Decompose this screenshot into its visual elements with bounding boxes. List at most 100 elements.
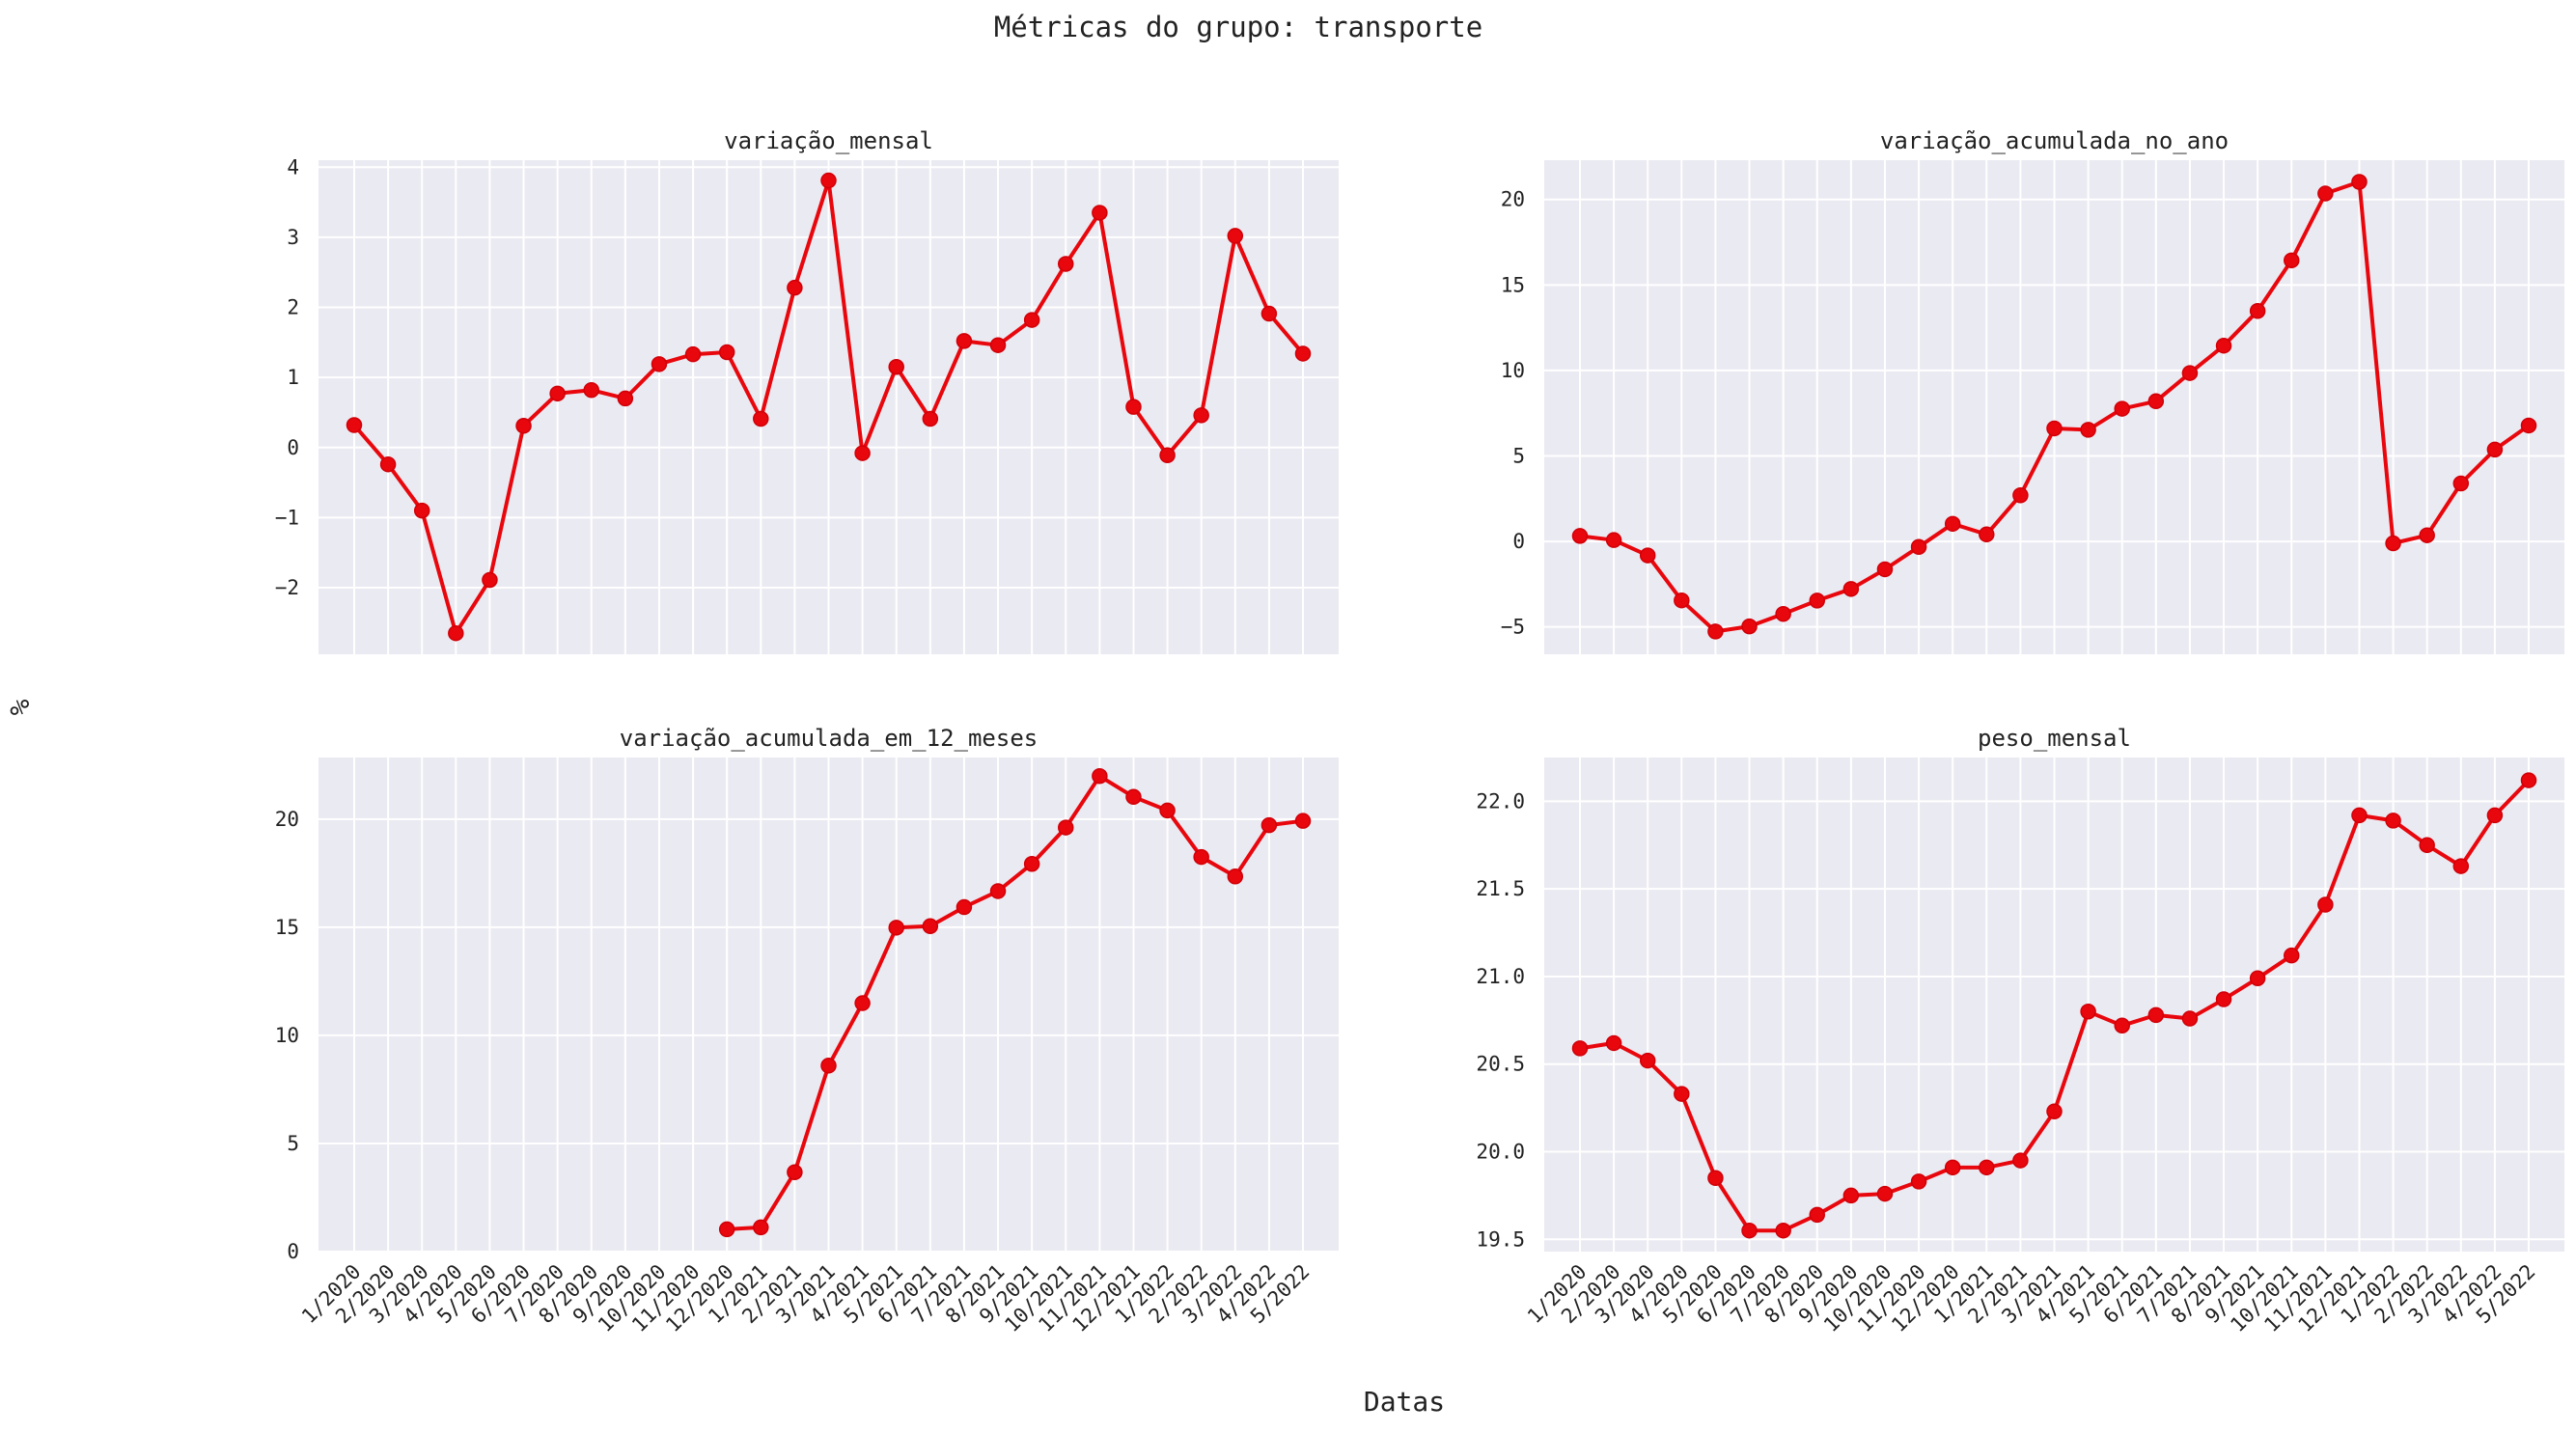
data-point [1159,447,1176,463]
data-point [2249,970,2266,987]
subplot-title: variação_acumulada_em_12_meses [620,725,1038,752]
y-tick-label: −2 [275,576,299,599]
data-point [1294,813,1312,829]
data-point [787,1164,803,1181]
data-point [2046,1103,2063,1120]
data-point [2385,535,2401,552]
data-point [718,344,735,361]
data-point [1741,1222,1758,1239]
data-point [1775,1222,1791,1239]
data-point [2452,475,2470,492]
y-tick-label: 20.0 [1476,1141,1525,1164]
data-point [820,172,837,189]
data-point [617,390,634,407]
data-point [2385,813,2401,829]
data-point [1979,1159,1995,1176]
data-point [2012,486,2029,504]
data-point [922,918,939,935]
y-tick-label: 15 [1501,273,1525,296]
data-point [2317,185,2334,202]
data-point [1639,1052,1656,1069]
data-point [2419,527,2435,543]
data-point [2351,807,2368,824]
subplot-peso-mensal: 19.520.020.521.021.522.0peso_mensal1/202… [1476,725,2564,1337]
data-point [2147,1006,2165,1024]
data-point [413,502,430,519]
data-point [1023,855,1040,872]
y-tick-label: 20.5 [1476,1053,1525,1076]
data-point [2147,393,2165,410]
data-point [1944,1159,1961,1176]
y-tick-label: 19.5 [1476,1227,1525,1251]
data-point [1674,1086,1690,1102]
data-point [888,920,904,936]
subplot-title: variação_acumulada_no_ano [1880,127,2229,154]
x-axis-label: Datas [1364,1386,1445,1418]
data-point [379,455,397,473]
data-point [1571,1040,1589,1057]
data-point [2284,947,2300,964]
data-point [2486,807,2504,824]
y-tick-label: 4 [287,155,299,179]
figure-title: Métricas do grupo: transporte [994,11,1482,43]
data-point [1227,868,1244,885]
data-point [1775,605,1791,622]
data-point [989,337,1007,353]
data-point [549,385,566,402]
y-tick-label: −5 [1501,616,1525,639]
data-point [922,410,939,427]
data-point [1294,345,1312,362]
data-point [1809,1206,1825,1224]
data-point [1741,618,1758,635]
data-point [2215,991,2232,1007]
data-point [1809,592,1825,609]
data-point [1910,1173,1927,1190]
data-point [888,358,904,375]
data-point [583,381,599,399]
data-point [1193,848,1209,866]
y-tick-label: 10 [1501,359,1525,382]
data-point [2215,337,2232,354]
data-point [2012,1152,2029,1169]
data-point [2181,1010,2199,1027]
data-point [2284,252,2300,269]
data-point [1842,581,1860,597]
data-point [515,417,532,434]
data-point [2181,365,2199,381]
data-point [1979,526,1995,543]
subplot-title: variação_mensal [724,127,933,154]
y-tick-label: 20 [1501,188,1525,211]
y-tick-label: 22.0 [1476,789,1525,813]
data-point [2486,441,2504,458]
data-point [448,624,464,642]
y-tick-label: 20 [275,808,299,831]
data-point [2520,417,2537,434]
y-tick-label: 0 [1512,530,1525,553]
data-point [346,417,363,433]
data-point [2419,837,2435,854]
data-point [854,995,871,1011]
data-point [1260,816,1278,834]
data-point [2046,420,2063,437]
y-tick-label: 0 [287,1240,299,1263]
data-point [1092,768,1108,785]
y-tick-label: 0 [287,436,299,459]
data-point [1639,547,1656,564]
data-point [1707,1170,1724,1186]
y-tick-label: 15 [275,916,299,939]
data-point [753,410,769,427]
data-point [2080,1004,2096,1020]
data-point [2114,400,2130,417]
y-tick-label: 21.0 [1476,965,1525,988]
data-point [989,883,1007,899]
data-point [1707,623,1724,640]
data-point [1023,312,1040,328]
y-tick-label: 5 [287,1132,299,1155]
data-point [1876,561,1894,578]
data-point [2317,896,2334,913]
data-point [1193,407,1209,424]
data-point [753,1219,769,1236]
data-point [1227,228,1244,244]
data-point [1571,528,1589,544]
